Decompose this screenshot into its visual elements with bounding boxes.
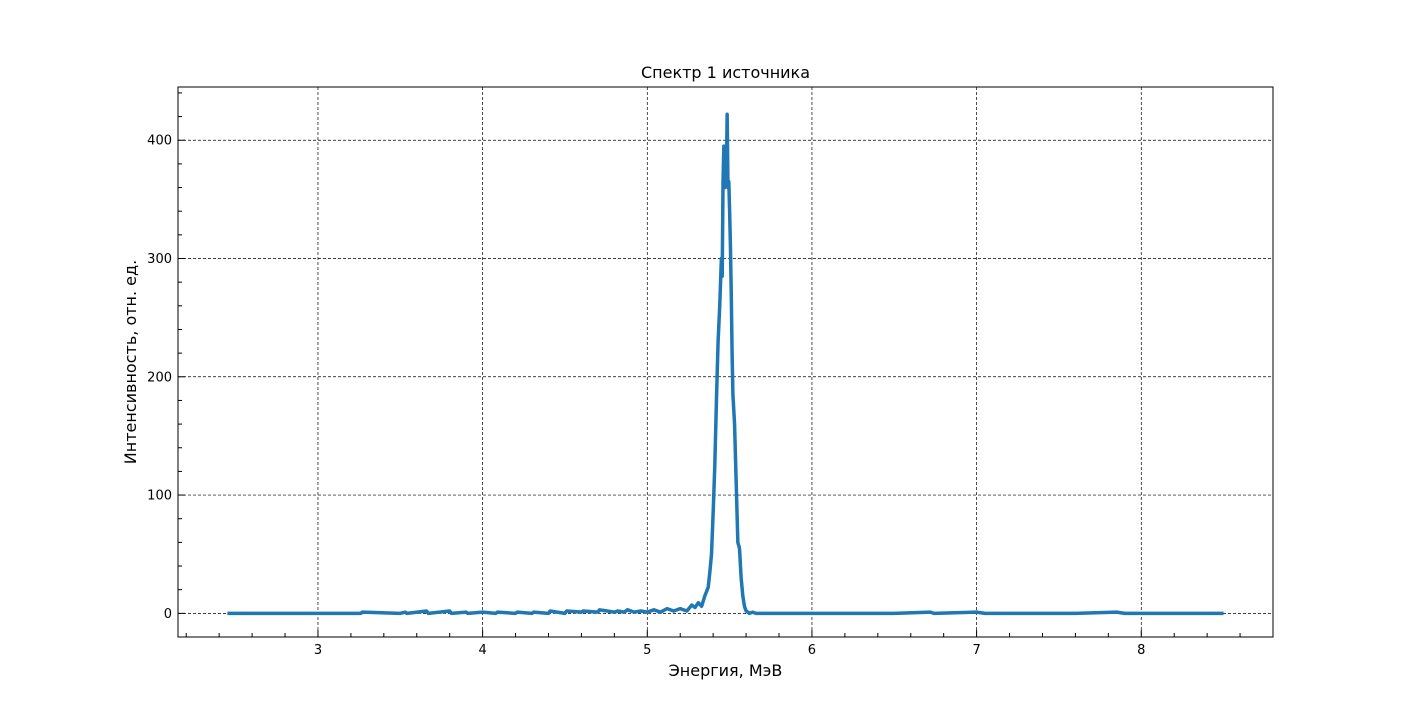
y-tick-label: 200	[147, 370, 172, 385]
y-axis-label: Интенсивность, отн. ед.	[121, 260, 140, 464]
y-tick-label: 400	[147, 134, 172, 149]
tick-labels: 3 4 5 6 7 8 0 100 200 300 400	[147, 134, 1145, 658]
axes-frame	[177, 86, 1274, 638]
x-tick-label: 7	[972, 643, 980, 658]
plot-area	[227, 112, 1224, 616]
x-tick-label: 4	[478, 643, 486, 658]
x-tick-label: 8	[1137, 643, 1145, 658]
x-tick-label: 5	[643, 643, 651, 658]
x-tick-label: 6	[808, 643, 816, 658]
axis-ticks	[178, 92, 1274, 638]
spectrum-line	[227, 112, 1224, 616]
y-tick-label: 300	[147, 252, 172, 267]
y-tick-label: 0	[164, 607, 172, 622]
x-axis-label: Энергия, МэВ	[669, 661, 783, 680]
chart-title: Спектр 1 источника	[641, 63, 810, 82]
x-tick-label: 3	[314, 643, 322, 658]
y-tick-label: 100	[147, 489, 172, 504]
